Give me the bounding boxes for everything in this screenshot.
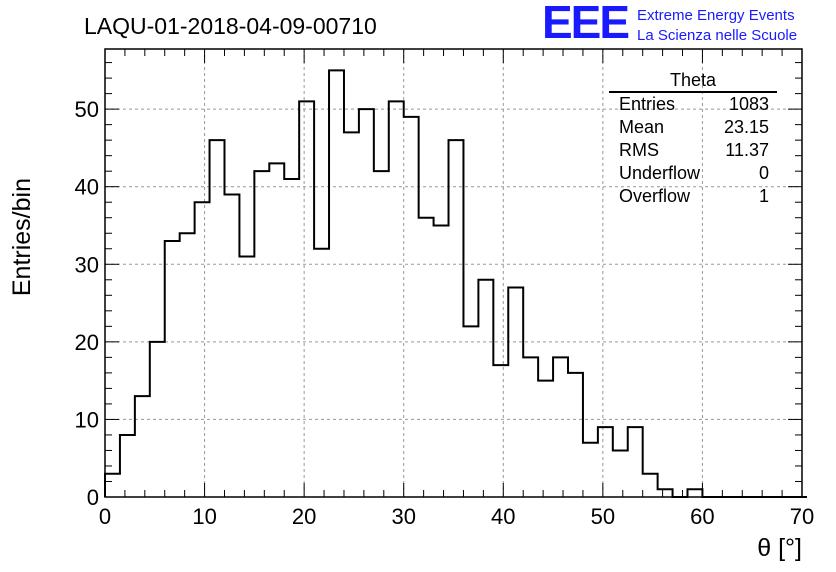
histogram-bin — [374, 171, 389, 497]
stats-value: 23.15 — [724, 117, 769, 137]
stats-rows: Entries 1083 Mean 23.15 RMS 11.37 Underflow 0 Ov… — [619, 94, 769, 206]
stats-box: Theta Entries 1083 Mean 23.15 RMS 11.37 Underf… — [609, 70, 777, 206]
histogram-bin — [434, 225, 449, 497]
histogram-bin — [598, 427, 613, 497]
histogram-bin — [463, 326, 478, 497]
y-tick-label: 0 — [87, 485, 99, 510]
y-tick-label: 40 — [75, 175, 99, 200]
histogram-bin — [658, 489, 673, 497]
logo-mark: EEE — [542, 0, 628, 48]
histogram-bin — [195, 202, 210, 497]
histogram-bin — [284, 179, 299, 497]
histogram-bin — [568, 373, 583, 497]
x-tick-label: 40 — [491, 504, 515, 529]
histogram-bin — [314, 249, 329, 497]
stats-title: Theta — [670, 70, 717, 90]
x-tick-label: 20 — [292, 504, 316, 529]
x-tick-label: 10 — [192, 504, 216, 529]
stats-label: Underflow — [619, 163, 701, 183]
plot-frame — [104, 48, 803, 498]
histogram-bin — [224, 194, 239, 497]
chart-title: LAQU-01-2018-04-09-00710 — [84, 13, 377, 39]
histogram-bin — [583, 443, 598, 497]
histogram-series — [104, 69, 807, 498]
histogram-bin — [643, 474, 658, 497]
histogram-bin — [538, 381, 553, 497]
stats-value: 1 — [759, 186, 769, 206]
x-tick-label: 70 — [790, 504, 814, 529]
y-tick-label: 10 — [75, 407, 99, 432]
x-tick-label: 0 — [99, 504, 111, 529]
logo-line-2: La Scienza nelle Scuole — [637, 27, 797, 44]
histogram-bin — [359, 109, 374, 497]
y-tick-label: 30 — [75, 252, 99, 277]
y-tick-label: 50 — [75, 97, 99, 122]
histogram-bin — [269, 163, 284, 497]
histogram-outline — [104, 69, 807, 498]
histogram-bin — [239, 257, 254, 497]
x-axis-label: θ [°] — [757, 534, 802, 562]
stats-value: 11.37 — [725, 140, 769, 160]
x-tick-label: 60 — [690, 504, 714, 529]
eee-logo: EEE Extreme Energy Events La Scienza nel… — [542, 0, 797, 48]
x-tick-label: 30 — [391, 504, 415, 529]
histogram-bin — [210, 140, 225, 497]
stats-value: 1083 — [729, 94, 769, 114]
stats-label: Overflow — [619, 186, 691, 206]
histogram-bin — [120, 435, 135, 497]
histogram-bin — [613, 450, 628, 497]
histogram-bin — [493, 365, 508, 497]
x-tick-label: 50 — [591, 504, 615, 529]
histogram-bin — [105, 474, 120, 497]
histogram-bin — [344, 132, 359, 497]
histogram-bin — [449, 140, 464, 497]
histogram-bin — [180, 233, 195, 497]
plot-border — [104, 48, 803, 498]
y-tick-label: 20 — [75, 330, 99, 355]
histogram-bin — [628, 427, 643, 497]
histogram-bin — [135, 396, 150, 497]
histogram-bin — [404, 117, 419, 497]
histogram-bin — [508, 288, 523, 497]
axis-ticks — [104, 49, 803, 498]
histogram-bin — [299, 101, 314, 497]
stats-label: RMS — [619, 140, 659, 160]
histogram-bin — [553, 357, 568, 497]
stats-value: 0 — [759, 163, 769, 183]
histogram-bin — [150, 342, 165, 497]
histogram-bin — [419, 218, 434, 497]
stats-label: Entries — [619, 94, 675, 114]
histogram-bin — [478, 280, 493, 497]
histogram-bin — [523, 357, 538, 497]
histogram-bin — [254, 171, 269, 497]
logo-line-1: Extreme Energy Events — [637, 7, 795, 24]
grid — [105, 49, 802, 497]
histogram-bin — [389, 101, 404, 497]
histogram-bin — [165, 241, 180, 497]
y-axis-label: Entries/bin — [8, 178, 36, 296]
stats-label: Mean — [619, 117, 664, 137]
histogram-bin — [329, 70, 344, 497]
histogram-bin — [687, 489, 702, 497]
